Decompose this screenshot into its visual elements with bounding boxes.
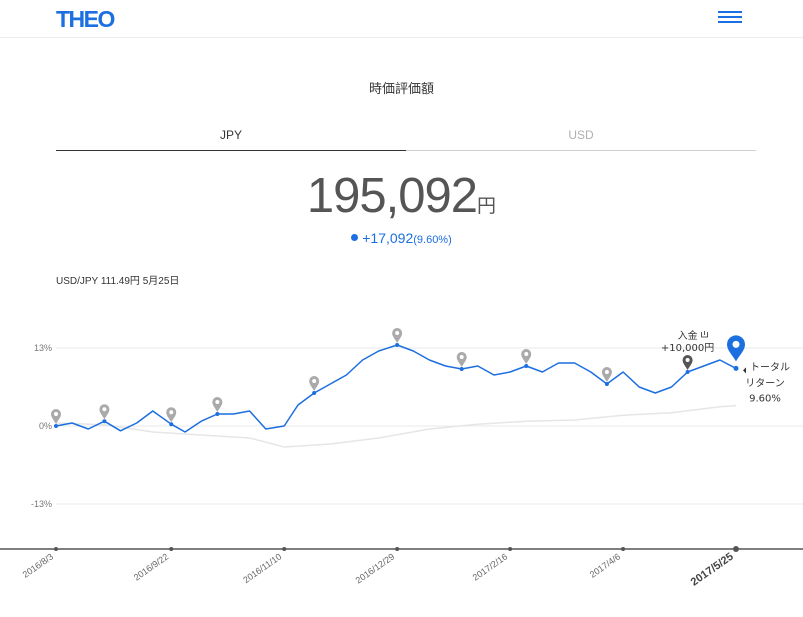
- x-tick-dot: [169, 547, 174, 551]
- x-tick-label: 2016/11/10: [241, 551, 283, 585]
- currency-tabs: JPY USD: [56, 128, 756, 152]
- marker-hole: [312, 379, 317, 383]
- rebalance-marker-icon[interactable]: [166, 407, 177, 423]
- rebalance-marker-icon[interactable]: [99, 404, 110, 420]
- rebalance-marker-icon[interactable]: [212, 397, 223, 412]
- theo-logo[interactable]: THEO: [56, 6, 115, 32]
- current-marker-hole: [732, 340, 740, 348]
- event-point: [169, 422, 174, 427]
- total-return-label-2: リターン: [745, 377, 785, 389]
- marker-hole: [604, 370, 609, 374]
- marker-hole: [102, 407, 107, 412]
- deposit-marker-icon[interactable]: [682, 355, 693, 370]
- y-tick-label: 13%: [34, 343, 52, 353]
- x-tick-dot: [508, 547, 513, 551]
- x-tick-label: 2017/2/16: [471, 551, 510, 582]
- x-tick-label: 2016/12/29: [354, 551, 397, 585]
- event-point: [215, 412, 220, 416]
- download-icon: [701, 331, 708, 338]
- event-point: [312, 391, 317, 395]
- y-tick-label: 0%: [39, 421, 52, 431]
- x-tick-label: 2017/4/6: [588, 551, 622, 579]
- marker-hole: [169, 410, 174, 415]
- marker-hole: [459, 355, 464, 359]
- x-tick-label: 2017/5/25: [689, 551, 736, 589]
- current-marker-icon[interactable]: [727, 335, 745, 362]
- app-header: THEO: [0, 0, 803, 38]
- deposit-label: 入金: [678, 329, 698, 342]
- x-tick-dot: [733, 546, 739, 552]
- x-tick-label: 2016/9/22: [132, 551, 171, 582]
- event-point: [685, 370, 690, 374]
- marker-hole: [524, 352, 529, 356]
- portfolio-line: [55, 344, 737, 433]
- tab-usd[interactable]: USD: [406, 128, 756, 151]
- event-point: [54, 424, 58, 428]
- tab-jpy[interactable]: JPY: [56, 128, 406, 151]
- rebalance-marker-icon[interactable]: [392, 328, 403, 343]
- event-point: [524, 364, 529, 368]
- marker-hole: [685, 358, 690, 362]
- x-tick-label: 2016/8/3: [21, 551, 55, 579]
- fx-rate: USD/JPY 111.49円 5月25日: [56, 276, 180, 287]
- rebalance-marker-icon[interactable]: [601, 367, 612, 382]
- page-title: 時価評価額: [368, 82, 434, 97]
- marker-hole: [395, 331, 400, 335]
- total-return-label-1: トータル: [750, 361, 790, 373]
- gain-summary: +17,092(9.60%): [0, 230, 803, 248]
- x-tick-dot: [282, 547, 287, 551]
- marker-hole: [54, 412, 58, 416]
- x-tick-dot: [54, 547, 58, 551]
- rebalance-marker-icon[interactable]: [521, 349, 532, 364]
- valuation-amount: 195,092円: [0, 168, 803, 224]
- event-point: [102, 419, 107, 424]
- x-tick-dot: [395, 547, 400, 551]
- deposit-amount: +10,000円: [661, 343, 714, 354]
- total-return-value: 9.60%: [749, 393, 781, 404]
- benchmark-line: [55, 404, 737, 448]
- pointer-triangle-icon: [743, 367, 746, 374]
- gain-percent: (9.60%): [413, 234, 452, 246]
- amount-value: 195,092: [306, 169, 478, 223]
- event-point: [604, 382, 609, 386]
- rebalance-marker-icon[interactable]: [456, 352, 467, 367]
- amount-unit: 円: [477, 195, 497, 217]
- marker-hole: [215, 400, 220, 404]
- y-tick-label: -13%: [31, 499, 52, 509]
- x-tick-dot: [621, 547, 626, 551]
- hamburger-icon[interactable]: [718, 11, 742, 27]
- rebalance-marker-icon[interactable]: [51, 409, 61, 424]
- event-point: [459, 367, 464, 371]
- event-point: [395, 343, 400, 347]
- gain-value: +17,092: [362, 230, 414, 246]
- rebalance-marker-icon[interactable]: [309, 376, 320, 391]
- gain-dot-icon: [351, 234, 359, 241]
- current-point: [733, 365, 739, 371]
